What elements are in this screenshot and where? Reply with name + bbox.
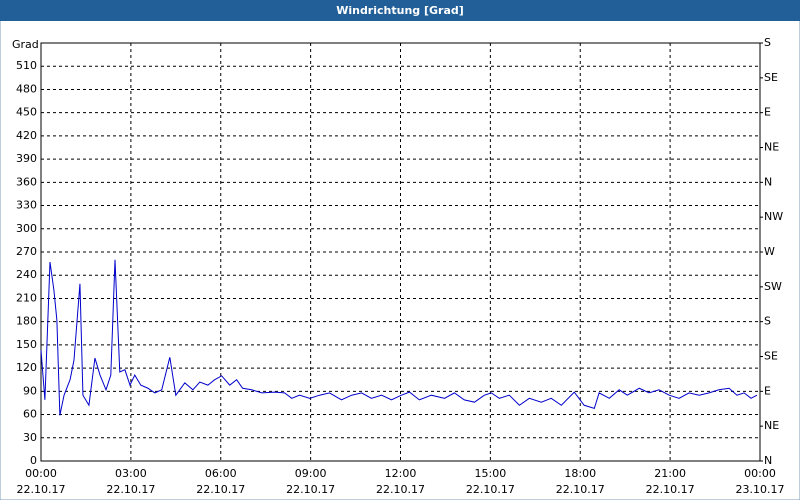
- y-tick-label: 60: [23, 408, 37, 421]
- y-tick-label: 0: [30, 454, 37, 467]
- y2-tick-label: NW: [764, 210, 783, 223]
- chart-title: Windrichtung [Grad]: [336, 4, 464, 17]
- y2-tick-label: S: [764, 315, 771, 328]
- y-axis-label: Grad: [12, 38, 39, 51]
- y-tick-label: 450: [16, 106, 37, 119]
- x-tick-date: 22.10.17: [196, 483, 245, 496]
- y2-tick-label: N: [764, 175, 772, 188]
- x-tick-date: 22.10.17: [17, 483, 66, 496]
- y2-tick-label: NE: [764, 419, 779, 432]
- x-tick-date: 22.10.17: [106, 483, 155, 496]
- x-tick-label: 00:00: [744, 467, 776, 480]
- x-tick-label: 15:00: [475, 467, 507, 480]
- y-tick-label: 390: [16, 152, 37, 165]
- title-bar: [0, 0, 800, 21]
- y2-tick-label: S: [764, 36, 771, 49]
- x-tick-label: 06:00: [205, 467, 237, 480]
- x-tick-label: 00:00: [25, 467, 57, 480]
- y2-tick-label: SW: [764, 280, 782, 293]
- y-tick-label: 120: [16, 361, 37, 374]
- x-tick-date: 22.10.17: [466, 483, 515, 496]
- x-tick-date: 22.10.17: [646, 483, 695, 496]
- y-tick-label: 480: [16, 82, 37, 95]
- x-tick-date: 22.10.17: [376, 483, 425, 496]
- y-tick-label: 90: [23, 384, 37, 397]
- plot-border: [40, 42, 761, 462]
- y2-tick-label: SE: [764, 350, 778, 363]
- x-tick-label: 21:00: [654, 467, 686, 480]
- y-tick-label: 30: [23, 431, 37, 444]
- x-tick-label: 18:00: [564, 467, 596, 480]
- y2-tick-label: SE: [764, 71, 778, 84]
- y-tick-label: 210: [16, 291, 37, 304]
- y-tick-label: 360: [16, 175, 37, 188]
- y-tick-label: 420: [16, 129, 37, 142]
- x-tick-date: 22.10.17: [286, 483, 335, 496]
- y2-tick-label: W: [764, 245, 775, 258]
- y-tick-label: 510: [16, 59, 37, 72]
- y2-tick-label: E: [764, 384, 771, 397]
- y2-tick-label: NE: [764, 141, 779, 154]
- y-tick-label: 270: [16, 245, 37, 258]
- y-tick-label: 330: [16, 199, 37, 212]
- y-tick-label: 300: [16, 222, 37, 235]
- x-tick-date: 23.10.17: [736, 483, 785, 496]
- line-series: [40, 259, 758, 416]
- x-tick-date: 22.10.17: [556, 483, 605, 496]
- x-tick-label: 03:00: [115, 467, 147, 480]
- x-tick-label: 09:00: [295, 467, 327, 480]
- y2-tick-label: N: [764, 454, 772, 467]
- y2-tick-label: E: [764, 106, 771, 119]
- y-tick-label: 240: [16, 268, 37, 281]
- x-tick-label: 12:00: [385, 467, 417, 480]
- y-tick-label: 150: [16, 338, 37, 351]
- y-tick-label: 180: [16, 315, 37, 328]
